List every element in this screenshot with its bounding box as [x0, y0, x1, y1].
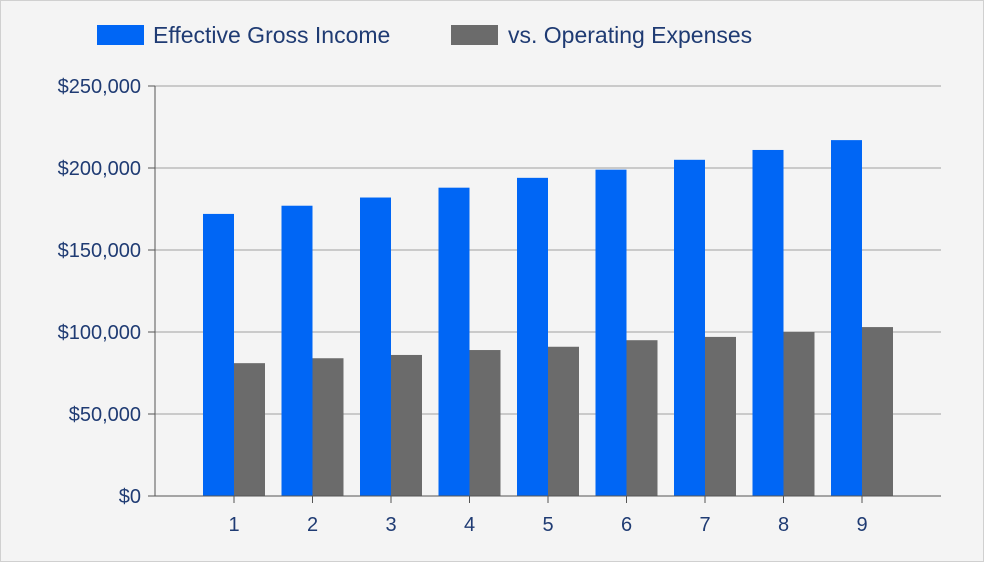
bar-operating-expenses[interactable] — [312, 358, 344, 496]
bar-effective-gross-income[interactable] — [595, 169, 627, 496]
x-tick-label: 7 — [699, 514, 710, 536]
x-tick-label: 9 — [856, 514, 867, 536]
bar-effective-gross-income[interactable] — [438, 187, 470, 496]
bar-operating-expenses[interactable] — [626, 340, 658, 496]
legend-item-effective-gross-income[interactable]: Effective Gross Income — [97, 22, 390, 48]
bar-effective-gross-income[interactable] — [203, 213, 234, 497]
x-tick-label: 2 — [307, 514, 318, 536]
axes — [154, 86, 941, 503]
x-tick-label: 8 — [778, 514, 789, 536]
y-tick-label: $200,000 — [58, 158, 141, 180]
legend-swatch-operating-expenses — [451, 25, 498, 45]
bar-effective-gross-income[interactable] — [831, 140, 862, 496]
bar-effective-gross-income[interactable] — [517, 177, 548, 496]
bar-operating-expenses[interactable] — [234, 363, 265, 496]
x-tick-label: 3 — [385, 514, 396, 536]
bars — [203, 140, 893, 497]
legend-label-operating-expenses: vs. Operating Expenses — [508, 22, 752, 48]
legend-swatch-effective-gross-income — [97, 25, 144, 45]
bar-operating-expenses[interactable] — [862, 327, 893, 496]
legend: Effective Gross Income vs. Operating Exp… — [97, 22, 752, 48]
x-tick-label: 6 — [621, 514, 632, 536]
y-tick-label: $50,000 — [69, 404, 141, 426]
y-tick-label: $250,000 — [58, 76, 141, 98]
legend-item-operating-expenses[interactable]: vs. Operating Expenses — [451, 22, 752, 48]
x-tick-label: 5 — [542, 514, 553, 536]
y-tick-label: $100,000 — [58, 322, 141, 344]
legend-label-effective-gross-income: Effective Gross Income — [153, 22, 390, 48]
bar-operating-expenses[interactable] — [705, 336, 736, 496]
y-axis-tick-labels: $0 $50,000 $100,000 $150,000 $200,000 $250,00… — [58, 76, 141, 508]
x-axis-tick-labels: 1 2 3 4 5 6 7 8 9 — [228, 514, 867, 536]
bar-operating-expenses[interactable] — [469, 350, 501, 496]
bar-operating-expenses[interactable] — [391, 354, 422, 496]
bar-operating-expenses[interactable] — [783, 332, 815, 496]
y-tick-label: $150,000 — [58, 240, 141, 262]
bar-effective-gross-income[interactable] — [674, 159, 705, 497]
y-tick-label: $0 — [119, 486, 141, 508]
bar-effective-gross-income[interactable] — [281, 205, 313, 496]
x-tick-label: 4 — [464, 514, 475, 536]
bar-effective-gross-income[interactable] — [360, 197, 391, 496]
bar-effective-gross-income[interactable] — [752, 149, 784, 496]
x-tick-label: 1 — [228, 514, 239, 536]
bar-operating-expenses[interactable] — [548, 346, 579, 496]
